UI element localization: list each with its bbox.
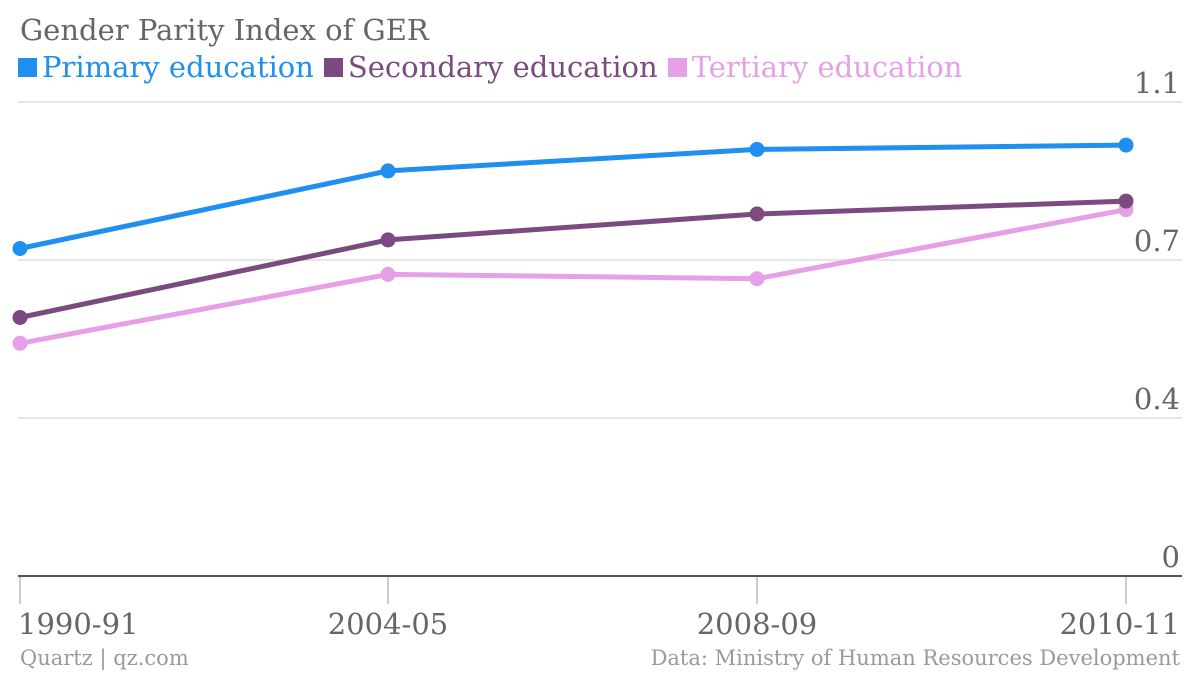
legend-label-tertiary: Tertiary education [691,50,963,84]
data-point-s1-0 [12,310,28,325]
legend-item-primary: Primary education [18,48,314,86]
x-tick-label-3: 2010-11 [1059,607,1180,641]
series-line-2 [17,207,1129,346]
y-tick-label-0: 0 [1162,540,1180,574]
data-point-s0-2 [749,141,765,157]
legend-swatch-tertiary [667,57,687,77]
legend-item-tertiary: Tertiary education [667,48,963,86]
data-point-s2-0 [12,335,28,351]
data-point-s1-3 [1118,193,1134,209]
x-tick-label-0: 1990-91 [18,607,139,641]
legend-label-secondary: Secondary education [347,50,658,84]
data-point-s1-2 [749,206,765,222]
x-tick-label-1: 2004-05 [328,607,449,641]
legend-swatch-secondary [323,57,343,77]
data-point-s2-1 [380,266,396,282]
data-point-s0-3 [1118,137,1134,153]
y-tick-label-1: 0.4 [1134,382,1180,416]
legend-label-primary: Primary education [42,50,314,84]
y-tick-label-2: 0.7 [1134,224,1180,258]
data-point-s1-1 [380,232,396,248]
chart-title: Gender Parity Index of GER [20,13,429,47]
series-line-1 [17,198,1129,320]
series-line-0 [17,142,1129,251]
footer-credit: Quartz | qz.com [20,646,189,670]
chart-legend: Primary education Secondary education Te… [18,48,962,86]
legend-swatch-primary [18,57,37,77]
data-point-s2-2 [749,271,765,287]
data-point-s0-1 [380,163,396,179]
data-point-s0-0 [12,241,28,256]
y-tick-label-3: 1.1 [1134,66,1180,100]
x-tick-label-2: 2008-09 [697,607,818,641]
footer-source: Data: Ministry of Human Resources Develo… [650,646,1180,670]
legend-item-secondary: Secondary education [323,48,658,86]
